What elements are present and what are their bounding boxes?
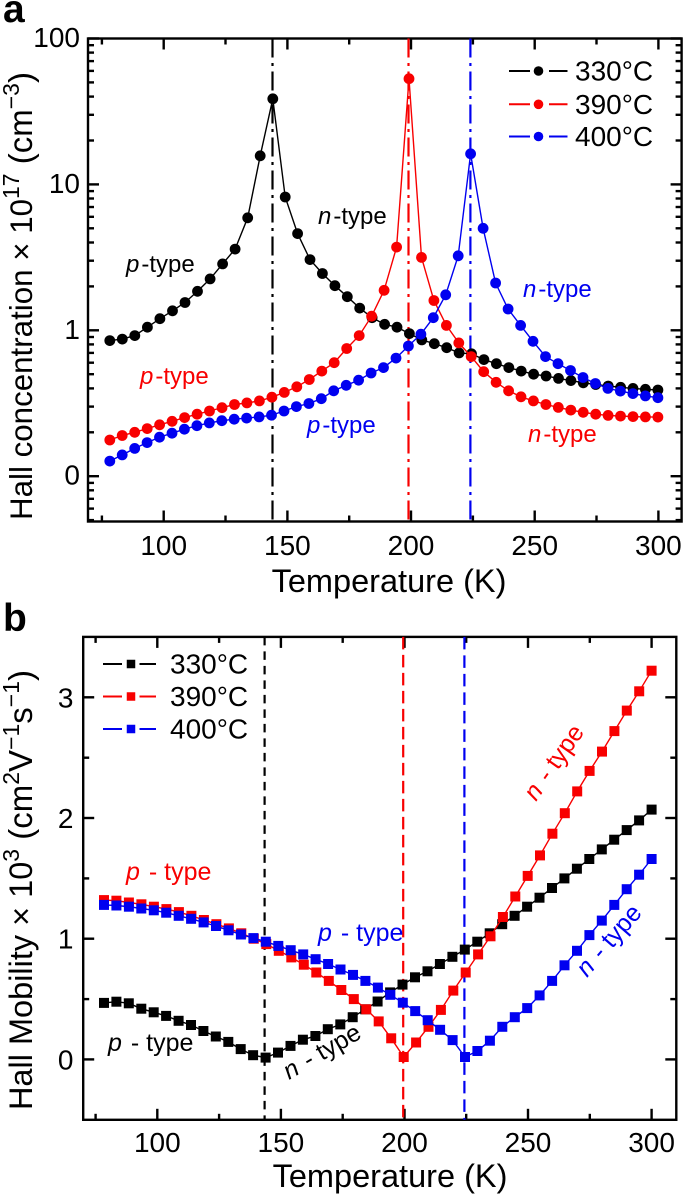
svg-text:Temperature (K): Temperature (K) bbox=[272, 563, 507, 599]
svg-text:100: 100 bbox=[140, 530, 187, 561]
svg-text:n-type: n-type bbox=[528, 421, 597, 448]
svg-text:250: 250 bbox=[505, 1127, 552, 1158]
svg-text:p-type: p-type bbox=[306, 412, 376, 439]
svg-text:150: 150 bbox=[258, 1127, 305, 1158]
svg-text:200: 200 bbox=[381, 1127, 428, 1158]
svg-text:p - type: p - type bbox=[317, 919, 403, 947]
svg-text:400°C: 400°C bbox=[170, 714, 248, 745]
svg-text:300: 300 bbox=[628, 1127, 675, 1158]
svg-text:3: 3 bbox=[58, 682, 74, 713]
svg-text:330°C: 330°C bbox=[170, 649, 248, 680]
svg-text:Temperature (K): Temperature (K) bbox=[273, 1158, 508, 1194]
svg-text:200: 200 bbox=[388, 530, 435, 561]
svg-text:1: 1 bbox=[64, 314, 80, 345]
svg-text:2: 2 bbox=[58, 803, 74, 834]
svg-text:100: 100 bbox=[33, 22, 80, 53]
svg-text:1: 1 bbox=[58, 924, 74, 955]
svg-text:390°C: 390°C bbox=[575, 89, 653, 120]
svg-text:400°C: 400°C bbox=[575, 121, 653, 152]
svg-text:p - type: p - type bbox=[125, 858, 211, 886]
svg-text:b: b bbox=[3, 597, 27, 640]
svg-text:p-type: p-type bbox=[125, 251, 195, 278]
svg-text:10: 10 bbox=[49, 168, 80, 199]
svg-text:150: 150 bbox=[264, 530, 311, 561]
svg-text:100: 100 bbox=[134, 1127, 181, 1158]
svg-text:250: 250 bbox=[511, 530, 558, 561]
svg-text:Hall concentration × 1017 (cm−: Hall concentration × 1017 (cm−3) bbox=[0, 72, 39, 520]
svg-text:p-type: p-type bbox=[139, 363, 209, 390]
svg-text:300: 300 bbox=[635, 530, 682, 561]
svg-text:n-type: n-type bbox=[523, 276, 592, 303]
svg-text:a: a bbox=[3, 0, 25, 31]
svg-text:0: 0 bbox=[58, 1044, 74, 1075]
svg-text:p - type: p - type bbox=[107, 1029, 193, 1057]
svg-text:0: 0 bbox=[64, 460, 80, 491]
svg-text:330°C: 330°C bbox=[575, 56, 653, 87]
svg-text:390°C: 390°C bbox=[170, 681, 248, 712]
svg-text:n-type: n-type bbox=[318, 203, 387, 230]
